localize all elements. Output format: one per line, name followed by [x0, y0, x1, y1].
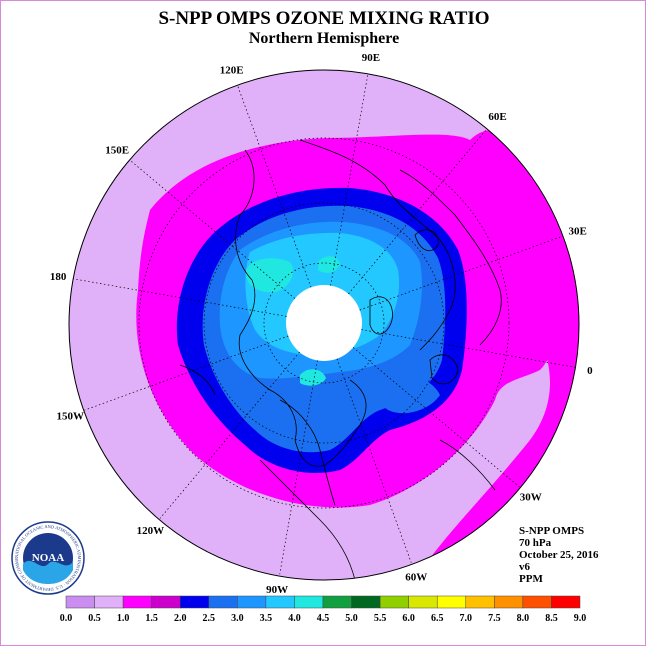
- lon-label: 120W: [137, 525, 165, 537]
- colorbar-tick-label: 5.5: [374, 613, 387, 624]
- colorbar-tick-label: 0.0: [60, 613, 73, 624]
- info-level: 70 hPa: [519, 537, 552, 549]
- lon-label: 90W: [266, 584, 288, 596]
- colorbar-swatch: [151, 595, 181, 609]
- colorbar-tick-label: 6.0: [402, 613, 415, 624]
- colorbar-swatch: [265, 595, 295, 609]
- colorbar-swatch: [322, 595, 352, 609]
- noaa-logo: NOAA NATIONAL OCEANIC AND ATMOSPHERIC AD…: [10, 520, 85, 595]
- colorbar-swatch: [294, 595, 324, 609]
- colorbar: 0.0 0.5 1.0 1.5 2.0 2.5 3.0 3.5 4.0 4.5 5.0 5.5 6.0 6…: [60, 595, 587, 624]
- colorbar-swatch: [465, 595, 495, 609]
- lon-label: 180: [50, 271, 67, 283]
- coastlines: [179, 139, 502, 580]
- map-boundary: [68, 69, 580, 581]
- colorbar-swatch: [179, 595, 210, 609]
- colorbar-tick-label: 4.5: [317, 613, 330, 624]
- info-version: v6: [519, 561, 530, 573]
- colorbar-tick-label: 8.0: [517, 613, 530, 624]
- colorbar-tick-label: 7.0: [460, 613, 473, 624]
- info-date: October 25, 2016: [519, 549, 599, 561]
- info-units: PPM: [519, 573, 543, 585]
- lon-label: 60W: [405, 572, 427, 584]
- lon-label: 30E: [569, 226, 587, 238]
- lon-label: 90E: [362, 52, 380, 64]
- lon-label: 60E: [488, 111, 506, 123]
- longitude-labels: 90E 60E 30E 0 30W 60W 90W 120W 150W 180 150E 120E: [50, 52, 593, 596]
- colorbar-tick-label: 1.0: [117, 613, 130, 624]
- colorbar-swatch: [351, 595, 381, 609]
- colorbar-tick-label: 3.0: [231, 613, 244, 624]
- polar-night-region: [286, 285, 362, 361]
- colorbar-tick-label: 0.5: [88, 613, 101, 624]
- colorbar-swatch: [379, 595, 409, 609]
- colorbar-tick-label: 6.5: [431, 613, 444, 624]
- lon-label: 150E: [105, 144, 129, 156]
- colorbar-swatch: [208, 595, 238, 609]
- lon-label: 120E: [220, 64, 244, 76]
- graticule: [72, 71, 576, 575]
- lon-label: 150W: [57, 410, 85, 422]
- colorbar-tick-label: 4.0: [288, 613, 301, 624]
- colorbar-swatch: [94, 595, 124, 609]
- colorbar-swatch: [494, 595, 524, 609]
- colorbar-tick-label: 2.0: [174, 613, 187, 624]
- map-title: S-NPP OMPS OZONE MIXING RATIO: [158, 8, 490, 29]
- colorbar-swatch: [237, 595, 267, 609]
- colorbar-swatch: [522, 595, 552, 609]
- contour-4-0-c: [300, 369, 326, 386]
- colorbar-swatch: [436, 595, 467, 609]
- contour-4-0-b: [318, 256, 340, 273]
- map-subtitle: Northern Hemisphere: [248, 30, 400, 47]
- lon-label: 30W: [520, 492, 542, 504]
- colorbar-tick-label: 7.5: [488, 613, 501, 624]
- info-block: S-NPP OMPS 70 hPa October 25, 2016 v6 PP…: [519, 525, 599, 585]
- colorbar-swatch: [408, 595, 438, 609]
- colorbar-tick-label: 2.5: [203, 613, 216, 624]
- colorbar-tick-label: 1.5: [145, 613, 158, 624]
- colorbar-tick-label: 3.5: [260, 613, 273, 624]
- colorbar-tick-label: 9.0: [574, 613, 587, 624]
- colorbar-swatch: [65, 595, 95, 609]
- info-instrument: S-NPP OMPS: [519, 525, 585, 537]
- colorbar-swatch: [122, 595, 152, 609]
- noaa-logo-text: NOAA: [32, 552, 64, 564]
- lon-label: 0: [587, 365, 593, 377]
- contour-4-0-a: [245, 258, 294, 293]
- colorbar-swatch: [551, 595, 581, 609]
- colorbar-tick-label: 8.5: [545, 613, 558, 624]
- colorbar-tick-label: 5.0: [345, 613, 358, 624]
